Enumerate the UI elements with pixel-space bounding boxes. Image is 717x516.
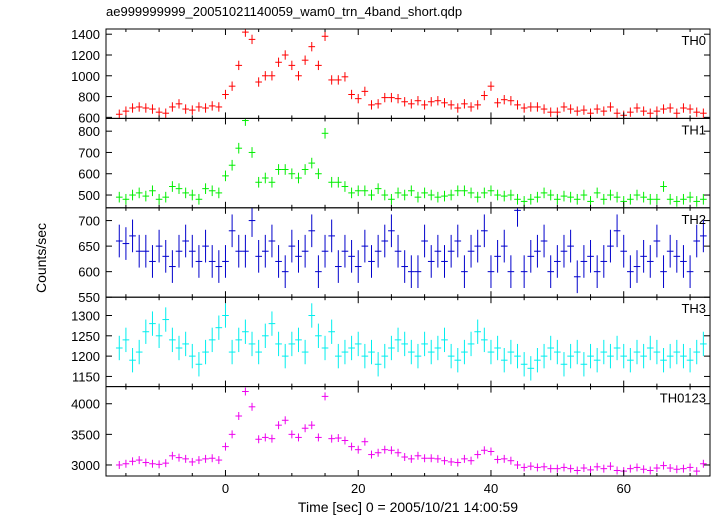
panel-frame [105,207,711,298]
y-tick-label: 600 [78,265,100,280]
y-tick-label: 500 [78,188,100,203]
y-tick-label: 650 [78,239,100,254]
y-tick-label: 800 [78,90,100,105]
y-tick-label: 1150 [72,369,100,384]
panel-th1: 500 600 700 800 TH1 [78,117,711,209]
y-tick-label: 1200 [71,48,100,63]
panel-th0123: 3000 3500 4000 TH0123 [71,386,711,477]
x-tick-label: 20 [351,481,365,496]
panel-frame [105,28,711,119]
y-tick-label: 700 [78,145,100,160]
panel-name-label: TH0 [681,33,706,48]
y-tick-label: 600 [78,167,100,182]
panel-name-label: TH1 [681,122,706,137]
panel-th2: 550 600 650 700 TH2 [78,207,711,305]
y-tick-label: 1250 [71,329,100,344]
y-tick-label: 550 [78,290,100,305]
panel-name-label: TH0123 [660,391,706,406]
panel-frame [105,117,711,209]
y-tick-label: 700 [78,214,100,229]
y-tick-label: 1000 [71,69,100,84]
panel-name-label: TH2 [681,212,706,227]
y-tick-label: 4000 [71,397,100,412]
panel-th3: 1150 1200 1250 1300 TH3 [71,296,711,388]
x-tick-label: 0 [222,481,229,496]
panel-name-label: TH3 [681,301,706,316]
panel-frame [105,386,711,477]
y-tick-label: 1300 [71,308,100,323]
y-tick-label: 3500 [71,427,100,442]
panel-th0: 600 800 1000 1200 1400 TH0 [71,27,711,125]
chart-title: ae999999999_20051021140059_wam0_trn_4ban… [106,4,462,19]
y-axis-label: Counts/sec [33,223,49,293]
x-tick-label: 40 [484,481,498,496]
y-tick-label: 1400 [71,27,100,42]
x-tick-label: 60 [616,481,630,496]
y-tick-label: 800 [78,124,100,139]
x-axis-label: Time [sec] 0 = 2005/10/21 14:00:59 [298,499,518,515]
panel-frame [105,296,711,388]
y-tick-label: 600 [78,110,100,125]
y-tick-label: 1200 [71,349,100,364]
y-tick-label: 3000 [71,458,100,473]
